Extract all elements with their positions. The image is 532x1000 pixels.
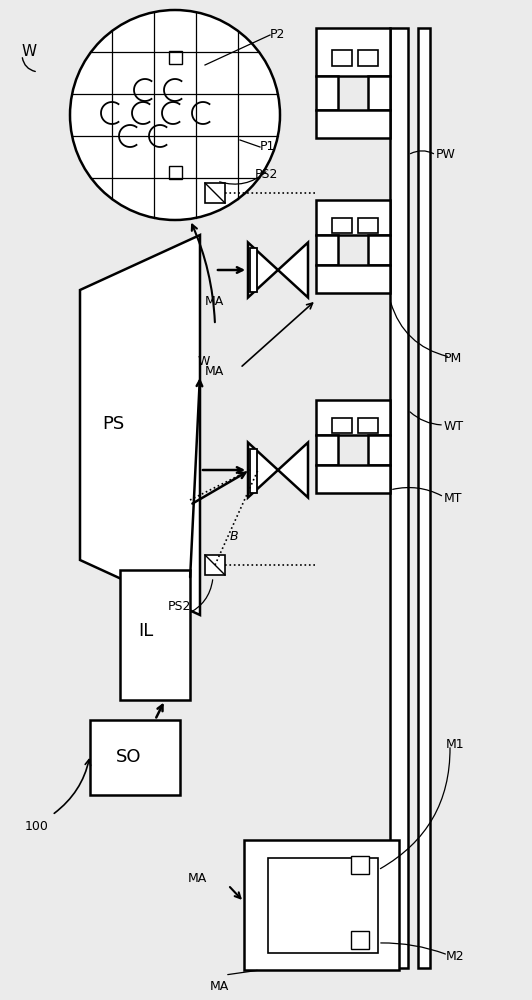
Bar (316, 465, 390, 493)
Bar (316, 76, 338, 110)
Bar (368, 76, 390, 110)
Polygon shape (248, 242, 278, 298)
Bar (250, 449, 257, 493)
Text: P2: P2 (270, 28, 285, 41)
Text: PS2: PS2 (168, 600, 192, 613)
Bar (316, 110, 390, 138)
Bar (120, 570, 190, 700)
Bar (368, 235, 390, 265)
Text: MA: MA (210, 980, 229, 993)
Bar (169, 166, 181, 179)
Bar (90, 720, 180, 795)
Text: PW: PW (436, 148, 456, 161)
Text: P1: P1 (260, 140, 276, 153)
Text: MT: MT (444, 492, 462, 505)
Bar (316, 28, 390, 76)
Bar (358, 50, 378, 66)
Text: MA: MA (205, 365, 225, 378)
Text: WT: WT (444, 420, 464, 433)
Text: B: B (230, 530, 239, 543)
Text: MA: MA (205, 295, 225, 308)
Bar (332, 418, 352, 433)
Bar (244, 840, 399, 970)
Text: SO: SO (116, 748, 142, 766)
Text: PM: PM (444, 352, 462, 365)
Bar (316, 435, 338, 465)
Bar (351, 856, 369, 874)
Bar (418, 28, 430, 968)
Polygon shape (248, 442, 278, 497)
Text: W: W (22, 44, 37, 59)
Bar (358, 218, 378, 233)
Bar (316, 265, 390, 293)
Text: 100: 100 (25, 820, 49, 833)
Bar (351, 931, 369, 949)
Bar (332, 218, 352, 233)
Bar (358, 418, 378, 433)
Bar (316, 400, 390, 435)
Text: M2: M2 (446, 950, 464, 963)
Polygon shape (80, 235, 200, 615)
Polygon shape (278, 442, 308, 497)
Bar (268, 858, 378, 953)
Text: IL: IL (138, 622, 153, 640)
Polygon shape (278, 242, 308, 298)
Bar (368, 435, 390, 465)
Bar (316, 235, 338, 265)
Bar (205, 183, 225, 203)
Bar (332, 50, 352, 66)
Circle shape (70, 10, 280, 220)
Bar (169, 51, 181, 64)
Text: W: W (198, 355, 210, 368)
Text: M1: M1 (446, 738, 464, 751)
Bar (316, 200, 390, 235)
Text: PS: PS (102, 415, 124, 433)
Text: PS2: PS2 (255, 168, 278, 181)
Text: MA: MA (188, 872, 207, 885)
Bar (205, 555, 225, 575)
Bar (390, 28, 408, 968)
Bar (250, 248, 257, 292)
